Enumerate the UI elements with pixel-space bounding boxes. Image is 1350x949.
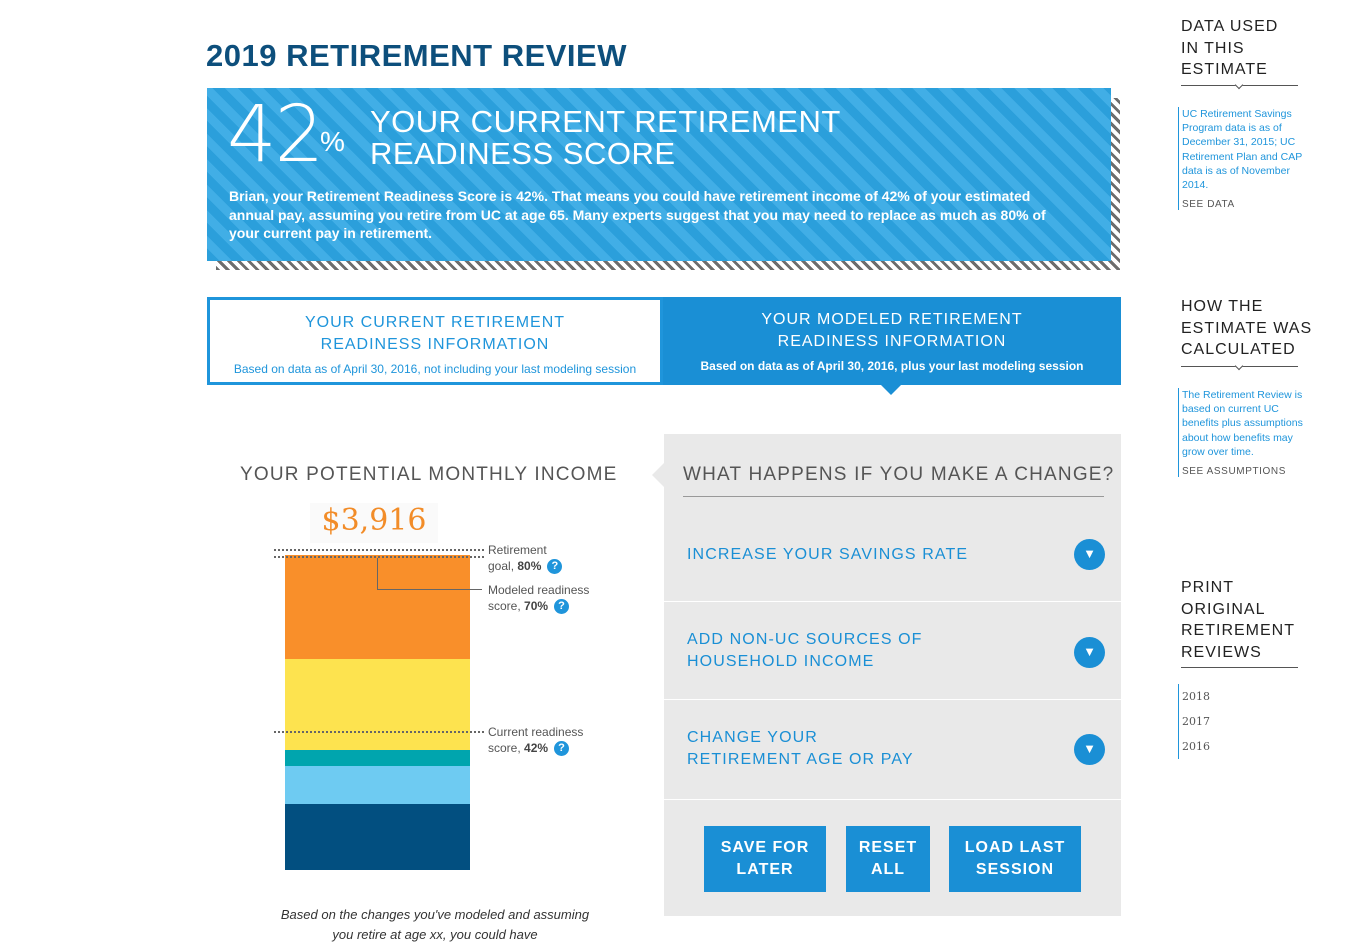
goal-marker-line-2 [274, 556, 484, 558]
bar-segment-navy [285, 804, 470, 870]
change-item-label-line2: HOUSEHOLD INCOME [687, 653, 875, 670]
sidebar-print-heading: PRINT ORIGINAL RETIREMENT REVIEWS [1181, 577, 1295, 663]
change-panel: WHAT HAPPENS IF YOU MAKE A CHANGE? INCRE… [664, 434, 1121, 916]
change-panel-title: WHAT HAPPENS IF YOU MAKE A CHANGE? [683, 464, 1115, 485]
score-unit: % [320, 126, 345, 157]
reset-button-line2: ALL [870, 861, 906, 878]
bar-segment-light-blue [285, 766, 470, 804]
sidebar-print-years: 2018 2017 2016 [1178, 684, 1210, 759]
goal-callout-value: 80% [517, 559, 542, 573]
save-button-line2: LATER [736, 861, 794, 878]
bar-segment-yellow [285, 659, 470, 750]
sidebar-heading-line: IN THIS [1181, 39, 1245, 57]
tab-current-title-line1: YOUR CURRENT RETIREMENT [304, 314, 566, 331]
change-item-label-line2: RETIREMENT AGE OR PAY [687, 751, 914, 768]
sidebar-heading-line: REVIEWS [1181, 643, 1262, 661]
sidebar-data-used-text: UC Retirement Savings Program data is as… [1182, 108, 1303, 192]
change-item-label-line1: CHANGE YOUR [687, 729, 818, 746]
current-marker-line [274, 731, 484, 733]
tab-modeled-title-line1: YOUR MODELED RETIREMENT [761, 311, 1023, 328]
tab-modeled-readiness[interactable]: YOUR MODELED RETIREMENT READINESS INFORM… [663, 297, 1121, 385]
tab-modeled-subtitle: Based on data as of April 30, 2016, plus… [700, 359, 1084, 373]
sidebar-divider [1181, 667, 1298, 668]
change-item-label: ADD NON-UC SOURCES OF HOUSEHOLD INCOME [687, 629, 923, 673]
reset-all-button[interactable]: RESET ALL [846, 826, 930, 892]
current-callout-line1: Current readiness [488, 725, 584, 739]
load-button-line2: SESSION [975, 861, 1055, 878]
sidebar-heading-line: HOW THE [1181, 298, 1264, 315]
sidebar-heading-line: DATA USED [1181, 18, 1279, 35]
current-callout-value: 42% [524, 741, 549, 755]
modeled-callout: Modeled readiness score, 70%? [488, 582, 590, 615]
sidebar-how-calculated-heading: HOW THE ESTIMATE WAS CALCULATED [1181, 296, 1312, 361]
help-icon[interactable]: ? [554, 741, 570, 757]
sidebar-heading-line: ESTIMATE [1181, 61, 1268, 78]
change-item-label-line1: ADD NON-UC SOURCES OF [687, 631, 923, 648]
score-heading: YOUR CURRENT RETIREMENT READINESS SCORE [370, 106, 841, 170]
print-year-link[interactable]: 2016 [1182, 740, 1210, 753]
help-icon[interactable]: ? [547, 559, 563, 575]
chevron-down-icon[interactable]: ▼ [1074, 734, 1105, 765]
sidebar-data-used-block: UC Retirement Savings Program data is as… [1178, 107, 1304, 211]
tab-modeled-title-line2: READINESS INFORMATION [777, 333, 1007, 350]
score-value: 42 [227, 90, 324, 180]
save-for-later-button[interactable]: SAVE FOR LATER [704, 826, 826, 892]
change-panel-divider [683, 496, 1104, 497]
tab-current-title-line2: READINESS INFORMATION [320, 336, 550, 353]
goal-marker-line [274, 549, 484, 551]
income-amount: $3,916 [310, 503, 438, 543]
goal-callout-prefix: goal, [488, 559, 518, 573]
sidebar-heading-line: CALCULATED [1181, 341, 1296, 358]
goal-callout: Retirement goal, 80%? [488, 542, 563, 575]
modeled-callout-prefix: score, [488, 599, 525, 613]
caret-down-icon [1234, 80, 1244, 90]
income-title: YOUR POTENTIAL MONTHLY INCOME [240, 464, 618, 485]
tab-current-readiness[interactable]: YOUR CURRENT RETIREMENT READINESS INFORM… [207, 297, 663, 385]
chevron-down-icon[interactable]: ▼ [1074, 539, 1105, 570]
load-button-line1: LOAD LAST [964, 839, 1066, 856]
reset-button-line1: RESET [858, 839, 918, 856]
modeled-callout-line1: Modeled readiness [488, 583, 590, 597]
change-item-retirement-age[interactable]: CHANGE YOUR RETIREMENT AGE OR PAY ▼ [664, 700, 1121, 800]
score-heading-line2: READINESS SCORE [370, 136, 676, 171]
sidebar-how-calculated-text: The Retirement Review is based on curren… [1182, 389, 1303, 458]
change-item-label-line1: INCREASE YOUR SAVINGS RATE [687, 546, 969, 563]
print-year-link[interactable]: 2017 [1182, 715, 1210, 728]
change-item-label: INCREASE YOUR SAVINGS RATE [687, 544, 968, 566]
tab-current-subtitle: Based on data as of April 30, 2016, not … [233, 362, 637, 376]
page-title: 2019 RETIREMENT REVIEW [206, 38, 627, 73]
caret-down-icon [1234, 361, 1244, 371]
sidebar-heading-line: ORIGINAL [1181, 600, 1266, 618]
current-callout: Current readiness score, 42%? [488, 724, 584, 757]
modeled-callout-value: 70% [524, 599, 549, 613]
bar-segment-teal [285, 750, 470, 766]
income-stack-bar [285, 555, 470, 870]
see-data-link[interactable]: SEE DATA [1182, 199, 1235, 211]
income-note: Based on the changes you've modeled and … [280, 907, 590, 942]
goal-callout-line1: Retirement [488, 543, 547, 557]
active-tab-pointer [881, 385, 901, 395]
print-year-link[interactable]: 2018 [1182, 690, 1210, 703]
change-item-savings-rate[interactable]: INCREASE YOUR SAVINGS RATE ▼ [664, 504, 1121, 602]
change-item-label: CHANGE YOUR RETIREMENT AGE OR PAY [687, 727, 914, 771]
current-callout-prefix: score, [488, 741, 525, 755]
sidebar-heading-line: RETIREMENT [1181, 622, 1295, 639]
modeled-connector-vertical [377, 558, 378, 590]
modeled-connector-horizontal [377, 589, 482, 590]
score-description: Brian, your Retirement Readiness Score i… [229, 188, 1046, 241]
readiness-score-card: 42 % YOUR CURRENT RETIREMENT READINESS S… [207, 88, 1111, 261]
see-assumptions-link[interactable]: SEE ASSUMPTIONS [1182, 466, 1287, 478]
load-last-session-button[interactable]: LOAD LAST SESSION [949, 826, 1081, 892]
change-item-non-uc-income[interactable]: ADD NON-UC SOURCES OF HOUSEHOLD INCOME ▼ [664, 602, 1121, 700]
sidebar-how-calculated-block: The Retirement Review is based on curren… [1178, 388, 1304, 478]
panel-notch [652, 463, 664, 487]
save-button-line1: SAVE FOR [720, 839, 810, 856]
score-heading-line1: YOUR CURRENT RETIREMENT [370, 104, 841, 139]
chevron-down-icon[interactable]: ▼ [1074, 637, 1105, 668]
sidebar-heading-line: ESTIMATE WAS [1181, 319, 1313, 337]
sidebar-heading-line: PRINT [1181, 579, 1234, 596]
sidebar-data-used-heading: DATA USED IN THIS ESTIMATE [1181, 16, 1278, 81]
help-icon[interactable]: ? [554, 599, 570, 615]
